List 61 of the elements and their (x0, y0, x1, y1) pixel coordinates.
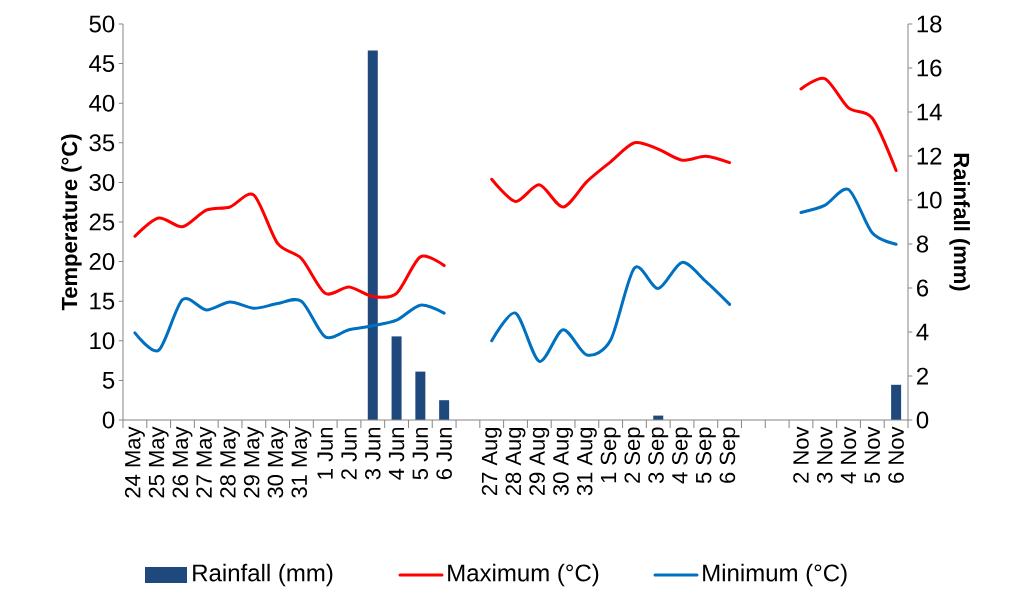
y2-tick-label: 10 (917, 191, 942, 209)
x-tick-label: 26 May (172, 426, 193, 498)
x-tick-label: 3 Nov (816, 426, 833, 484)
y2-tick-label: 4 (916, 323, 929, 341)
legend-label: Maximum (°C) (448, 563, 599, 587)
x-tick-label: 6 Nov (888, 426, 904, 483)
y2-tick-label: 16 (917, 59, 942, 77)
x-tick-label: 27 Aug (481, 427, 502, 496)
bar (415, 371, 426, 420)
y2-axis-title: Rainfall (mm) (949, 153, 970, 291)
x-tick-label: 1 Sep (600, 427, 621, 483)
x-tick-label: 3 Jun (364, 427, 381, 480)
x-tick-label: 5 Sep (695, 427, 716, 484)
x-tick-label: 24 May (124, 426, 145, 498)
bar (367, 50, 378, 420)
y2-tick-label: 6 (917, 279, 929, 297)
y-tick-label: 50 (89, 15, 115, 33)
x-tick-label: 4 Jun (388, 427, 405, 480)
x-tick-label: 28 Aug (505, 427, 526, 496)
x-tick-label: 25 May (148, 426, 169, 498)
x-tick-label: 29 Aug (529, 427, 550, 496)
y-tick-label: 25 (89, 213, 115, 231)
x-tick-label: 31 May (291, 426, 312, 498)
x-tick-label: 2 Sep (624, 427, 645, 483)
x-tick-label: 1 Jun (317, 427, 333, 479)
bar (391, 336, 402, 420)
bar (891, 384, 902, 420)
y-tick-label: 10 (90, 332, 115, 350)
x-tick-label: 4 Sep (672, 427, 692, 484)
x-tick-label: 4 Nov (840, 426, 857, 484)
legend-label: Minimum (°C) (703, 563, 847, 587)
y2-tick-label: 14 (917, 103, 942, 121)
y2-tick-label: 0 (916, 411, 929, 429)
x-tick-label: 5 Jun (412, 427, 429, 480)
bar (439, 400, 450, 420)
y-tick-label: 40 (89, 94, 115, 112)
x-tick-label: 6 Jun (436, 427, 452, 480)
y-tick-label: 30 (89, 173, 115, 191)
y-tick-label: 35 (89, 134, 115, 152)
x-tick-label: 6 Sep (719, 427, 740, 483)
y-tick-label: 0 (102, 411, 115, 429)
y-tick-label: 15 (90, 292, 115, 310)
x-tick-label: 5 Nov (864, 426, 881, 484)
y-tick-label: 20 (89, 253, 115, 271)
x-tick-label: 28 May (220, 426, 241, 498)
y-axis-title: Temperature (°C) (61, 134, 82, 311)
x-tick-label: 30 Aug (553, 427, 574, 496)
x-tick-label: 30 May (267, 426, 288, 498)
x-tick-label: 29 May (243, 426, 264, 498)
y-tick-label: 5 (102, 372, 115, 389)
y2-tick-label: 12 (917, 147, 942, 165)
y2-tick-label: 8 (916, 235, 929, 253)
x-tick-label: 27 May (196, 426, 217, 498)
y2-tick-label: 2 (917, 367, 928, 385)
x-tick-label: 31 Aug (576, 427, 597, 496)
x-tick-label: 3 Sep (648, 427, 669, 484)
legend-label: Rainfall (mm) (193, 563, 333, 587)
y2-tick-label: 18 (917, 15, 942, 33)
x-tick-label: 2 Jun (341, 427, 357, 480)
y-tick-label: 45 (89, 55, 115, 72)
x-tick-label: 2 Nov (793, 426, 809, 483)
